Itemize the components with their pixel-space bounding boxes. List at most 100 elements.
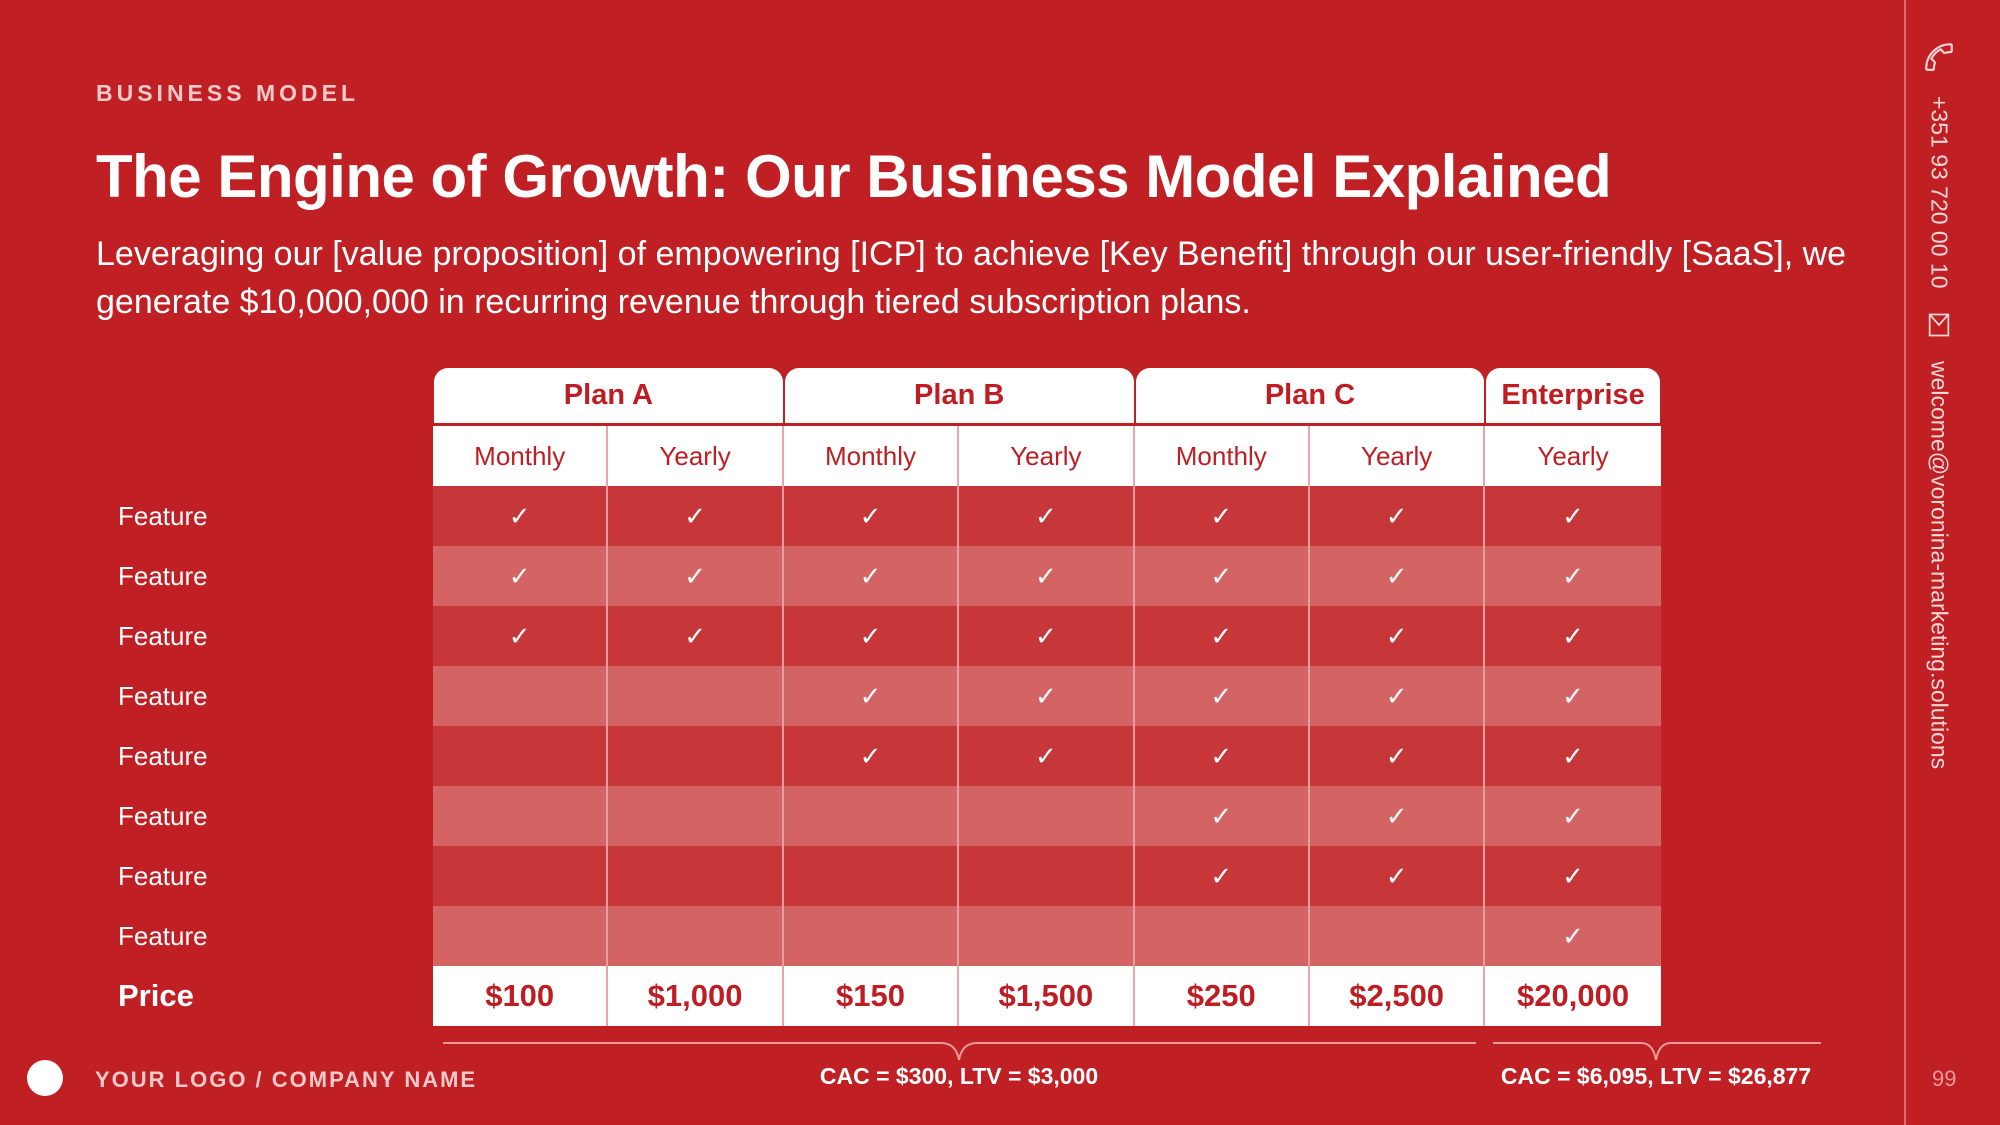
check-icon: ✓: [1385, 620, 1408, 651]
feature-cell: ✓: [1134, 606, 1310, 666]
email-address[interactable]: welcome@voronina-marketing.solutions: [1926, 360, 1953, 769]
feature-cell: ✓: [959, 666, 1135, 726]
check-icon: ✓: [1562, 920, 1584, 951]
check-icon: ✓: [1210, 860, 1233, 891]
billing-header: Monthly: [1134, 426, 1310, 486]
feature-cell: ✓: [783, 666, 960, 726]
feature-cell: ✓: [1485, 726, 1661, 786]
price-cell: $1,500: [959, 966, 1135, 1026]
feature-label: Feature: [118, 740, 208, 771]
feature-cell: ✓: [433, 546, 609, 606]
check-icon: ✓: [684, 560, 706, 591]
check-icon: ✓: [859, 560, 882, 591]
check-icon: ✓: [1385, 500, 1408, 531]
price-cell: $150: [783, 966, 960, 1026]
feature-cell: [608, 726, 784, 786]
check-icon: ✓: [1385, 680, 1408, 711]
check-icon: ✓: [1385, 800, 1408, 831]
price-cell: $250: [1134, 966, 1310, 1026]
check-icon: ✓: [1034, 680, 1057, 711]
feature-label: Feature: [118, 620, 208, 651]
billing-header: Yearly: [959, 426, 1135, 486]
sidebar-divider: [1904, 0, 2000, 1125]
page-subtitle: Leveraging our [value proposition] of em…: [96, 235, 1847, 321]
feature-cell: [783, 906, 960, 966]
feature-cell: [433, 906, 609, 966]
check-icon: ✓: [1034, 740, 1057, 771]
check-icon: ✓: [1385, 740, 1408, 771]
check-icon: ✓: [1034, 500, 1057, 531]
plan-header: Plan C: [1135, 368, 1485, 426]
check-icon: ✓: [508, 500, 531, 531]
check-icon: ✓: [1562, 620, 1584, 651]
billing-header: Monthly: [783, 426, 960, 486]
feature-cell: ✓: [959, 726, 1135, 786]
feature-cell: ✓: [959, 546, 1135, 606]
feature-cell: [1309, 906, 1486, 966]
standard-plans-brace: [443, 1042, 1476, 1061]
logo-mark: [27, 1060, 63, 1096]
feature-cell: ✓: [1485, 546, 1661, 606]
feature-cell: [608, 906, 784, 966]
feature-cell: [783, 846, 960, 906]
plan-header: Enterprise: [1486, 368, 1660, 426]
feature-cell: [959, 846, 1135, 906]
feature-cell: [959, 906, 1135, 966]
feature-cell: ✓: [783, 546, 960, 606]
feature-cell: ✓: [608, 486, 784, 546]
billing-header: Yearly: [1485, 426, 1661, 486]
feature-cell: [608, 666, 784, 726]
feature-cell: [783, 786, 960, 846]
check-icon: ✓: [1562, 860, 1584, 891]
enterprise-plan-metric: CAC = $6,095, LTV = $26,877: [1500, 1063, 1812, 1089]
feature-cell: ✓: [1309, 786, 1486, 846]
check-icon: ✓: [1210, 800, 1233, 831]
feature-cell: ✓: [783, 606, 960, 666]
feature-cell: [433, 726, 609, 786]
check-icon: ✓: [1385, 860, 1408, 891]
feature-cell: ✓: [1309, 546, 1486, 606]
feature-cell: [608, 786, 784, 846]
check-icon: ✓: [859, 620, 882, 651]
feature-cell: ✓: [608, 606, 784, 666]
check-icon: ✓: [1034, 560, 1057, 591]
check-icon: ✓: [1562, 680, 1584, 711]
feature-cell: ✓: [1485, 486, 1661, 546]
plan-header: Plan A: [434, 368, 783, 426]
feature-cell: [959, 786, 1135, 846]
billing-header: Yearly: [608, 426, 784, 486]
feature-cell: [433, 846, 609, 906]
check-icon: ✓: [508, 620, 531, 651]
check-icon: ✓: [1562, 800, 1584, 831]
phone-icon: [1922, 40, 1956, 74]
check-icon: ✓: [1562, 500, 1584, 531]
check-icon: ✓: [859, 500, 882, 531]
check-icon: ✓: [1210, 740, 1233, 771]
feature-label: Feature: [118, 920, 208, 951]
price-cell: $2,500: [1309, 966, 1486, 1026]
table-corner: [96, 368, 433, 426]
feature-label: Feature: [118, 860, 208, 891]
feature-cell: ✓: [1134, 846, 1310, 906]
standard-plans-metric: CAC = $300, LTV = $3,000: [819, 1063, 1099, 1089]
feature-cell: [433, 786, 609, 846]
feature-cell: ✓: [1485, 906, 1661, 966]
feature-cell: ✓: [1309, 846, 1486, 906]
price-cell: $100: [433, 966, 609, 1026]
check-icon: ✓: [1562, 740, 1584, 771]
feature-cell: ✓: [959, 486, 1135, 546]
contact-info: +351 93 720 00 10 welcome@voronina-marke…: [1922, 40, 1956, 769]
feature-cell: ✓: [433, 606, 609, 666]
check-icon: ✓: [1210, 500, 1233, 531]
check-icon: ✓: [1385, 560, 1408, 591]
company-name: YOUR LOGO / COMPANY NAME: [95, 1067, 478, 1092]
feature-cell: ✓: [1134, 486, 1310, 546]
feature-cell: ✓: [1309, 606, 1486, 666]
phone-number[interactable]: +351 93 720 00 10: [1926, 96, 1953, 289]
feature-cell: ✓: [1134, 786, 1310, 846]
section-label: BUSINESS MODEL: [96, 80, 360, 106]
billing-header: Yearly: [1309, 426, 1486, 486]
check-icon: ✓: [1210, 620, 1233, 651]
feature-cell: ✓: [433, 486, 609, 546]
check-icon: ✓: [1034, 620, 1057, 651]
